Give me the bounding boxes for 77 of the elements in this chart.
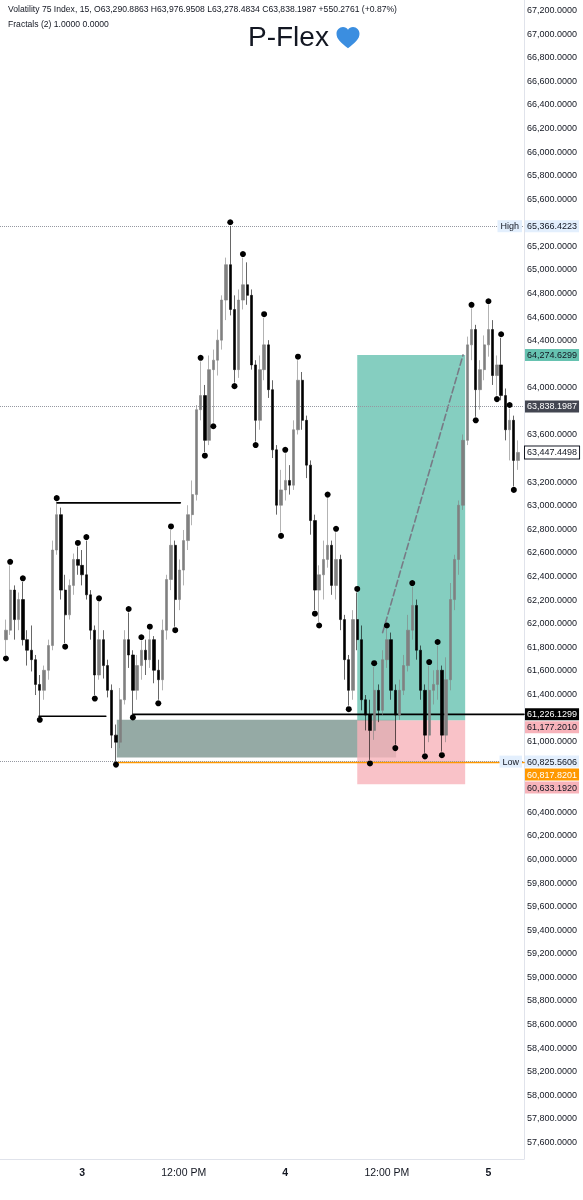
text: P-Flex [248, 21, 329, 52]
y-tick-label: 59,000.0000 [527, 971, 578, 982]
text: 60,633.1920 [527, 782, 578, 793]
candlestick [491, 319, 494, 386]
candlestick [508, 408, 511, 461]
x-tick-label: 12:00 PM [161, 1165, 207, 1178]
y-tick-label: 62,200.0000 [527, 594, 578, 605]
y-tick-label: 59,400.0000 [527, 924, 578, 935]
y-tick-label: 65,600.0000 [527, 193, 578, 204]
y-tick-label: 62,000.0000 [527, 618, 578, 629]
y-tick-label: 66,200.0000 [527, 122, 578, 133]
y-tick-label: 66,400.0000 [527, 99, 578, 110]
y-tick-label: 66,000.0000 [527, 146, 578, 157]
y-tick-label: 61,800.0000 [527, 641, 578, 652]
text: 65,366.4223 [527, 221, 578, 232]
y-tick-label: 61,600.0000 [527, 665, 578, 676]
y-tick-label: 63,600.0000 [527, 429, 578, 440]
data-label: 60,817.8201 [527, 769, 578, 780]
y-tick-label: 67,200.0000 [527, 5, 578, 16]
y-tick-label: 58,600.0000 [527, 1019, 578, 1029]
y-tick-label: 59,600.0000 [527, 901, 578, 912]
y-tick-label: 62,600.0000 [527, 547, 578, 558]
y-tick-label: 57,600.0000 [527, 1136, 578, 1147]
y-tick-label: 63,000.0000 [527, 500, 578, 511]
annotation: Fractals (2) 1.0000 0.0000 [8, 19, 109, 29]
y-tick-label: 64,400.0000 [527, 335, 578, 346]
candlestick [428, 665, 431, 743]
ref-line-label: High [500, 221, 519, 232]
candlestick [144, 639, 147, 676]
y-tick-label: 60,400.0000 [527, 806, 578, 817]
candlestick [13, 585, 16, 640]
y-tick-label: 65,000.0000 [527, 264, 578, 275]
candlestick [17, 592, 20, 631]
y-tick-label: 67,000.0000 [527, 28, 578, 39]
candlestick [351, 609, 355, 701]
y-tick-label: 61,000.0000 [527, 736, 578, 747]
y-tick-label: 59,800.0000 [527, 877, 578, 888]
x-tick-label: 3 [79, 1165, 86, 1178]
candlestick [148, 629, 151, 669]
candlestick [97, 601, 101, 681]
y-tick-label: 58,000.0000 [527, 1089, 578, 1100]
y-tick-label: 64,000.0000 [527, 382, 578, 393]
y-tick-label: 57,800.0000 [527, 1113, 578, 1124]
candlestick [334, 532, 338, 600]
y-tick-label: 62,800.0000 [527, 523, 578, 534]
y-tick-label: 64,600.0000 [527, 311, 578, 322]
text: 61,177.2010 [527, 722, 578, 733]
candlestick [516, 440, 520, 471]
y-tick-label: 65,800.0000 [527, 170, 578, 181]
candlestick [495, 355, 499, 396]
text: 63,838.1987 [527, 401, 578, 412]
candlestick [330, 540, 333, 596]
candlestick [288, 464, 291, 495]
x-tick-label: 4 [282, 1165, 289, 1178]
x-tick-label: 12:00 PM [364, 1165, 410, 1178]
y-tick-label: 60,200.0000 [527, 830, 578, 841]
text: Volatility 75 Index, 15, O63,290.8863 H63,976.9508 L63,278.4834 C63,838.1987 +550.2761 (+0.87%) [8, 3, 397, 16]
y-tick-label: 66,800.0000 [527, 52, 578, 63]
text: 64,274.6299 [527, 349, 578, 360]
text: 63,447.4498 [527, 447, 578, 458]
y-tick-label: 61,400.0000 [527, 688, 578, 699]
y-tick-label: 64,800.0000 [527, 287, 578, 298]
y-tick-label: 66,600.0000 [527, 75, 578, 86]
y-tick-label: 59,200.0000 [527, 948, 578, 959]
ref-line-label: Low [502, 756, 520, 767]
candlestick [373, 666, 376, 741]
y-tick-label: 62,400.0000 [527, 570, 578, 581]
y-tick-label: 58,400.0000 [527, 1042, 578, 1053]
y-tick-label: 58,800.0000 [527, 995, 578, 1006]
y-tick-label: 65,200.0000 [527, 240, 578, 251]
y-tick-label: 60,000.0000 [527, 853, 578, 864]
candlestick [436, 645, 439, 701]
data-label: 61,226.1299 [527, 709, 578, 720]
y-tick-label: 58,200.0000 [527, 1066, 578, 1077]
x-tick-label: 5 [485, 1165, 492, 1178]
text: 60,825.5606 [527, 756, 578, 767]
y-tick-label: 63,200.0000 [527, 476, 578, 487]
